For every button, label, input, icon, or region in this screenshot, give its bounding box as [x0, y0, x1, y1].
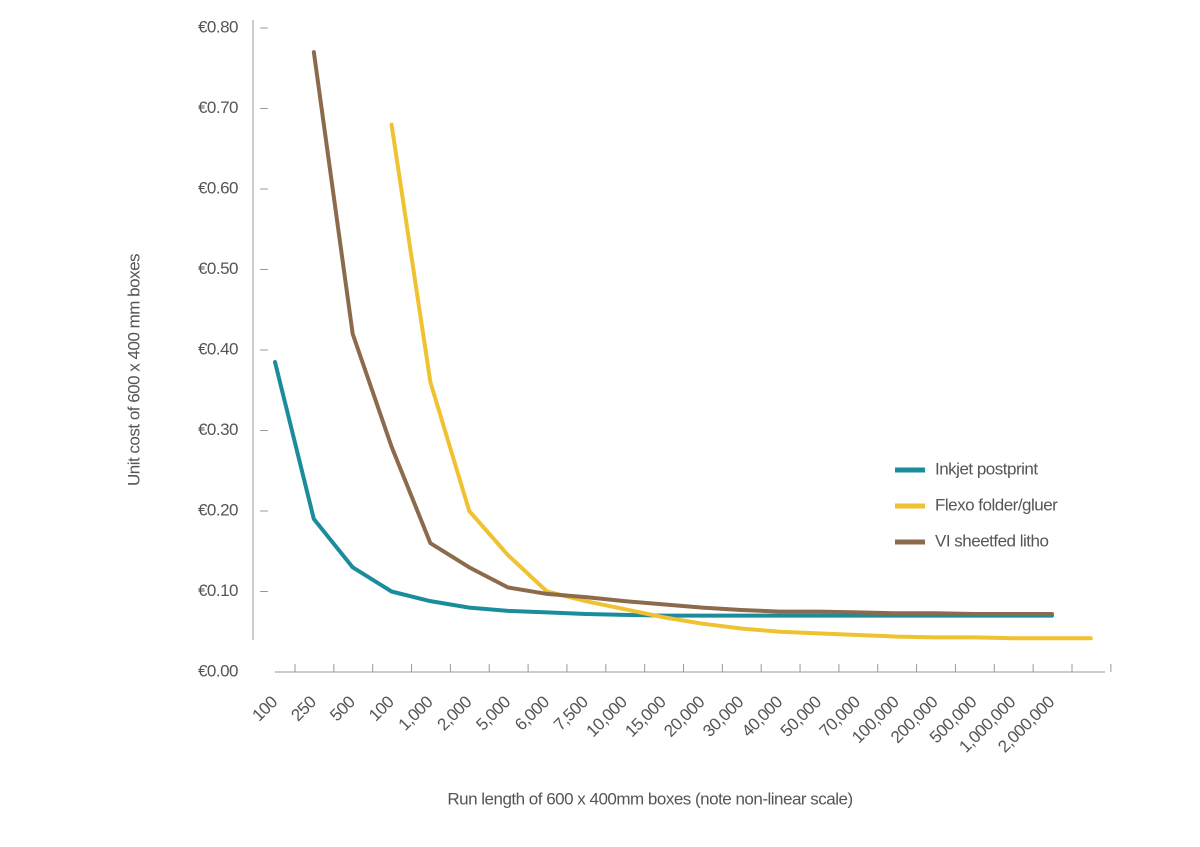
series-line	[311, 50, 1054, 617]
x-tick-label: 100	[249, 693, 281, 725]
series-line	[273, 360, 1054, 618]
legend-label: Inkjet postprint	[935, 459, 1038, 478]
y-axis-label: Unit cost of 600 x 400 mm boxes	[124, 254, 143, 486]
y-tick-label: €0.00	[198, 661, 238, 680]
x-tick-label: 6,000	[511, 693, 553, 735]
legend-label: Flexo folder/gluer	[935, 495, 1058, 514]
y-tick-label: €0.30	[198, 420, 238, 439]
series-line	[389, 122, 1093, 641]
x-tick-label: 50,000	[777, 693, 825, 741]
x-tick-label: 500	[326, 693, 358, 725]
x-tick-label: 100	[365, 693, 397, 725]
y-tick-label: €0.40	[198, 339, 238, 358]
y-tick-label: €0.20	[198, 500, 238, 519]
x-tick-label: 30,000	[699, 693, 747, 741]
y-tick-label: €0.60	[198, 178, 238, 197]
y-tick-label: €0.50	[198, 259, 238, 278]
x-tick-label: 40,000	[738, 693, 786, 741]
x-axis-label: Run length of 600 x 400mm boxes (note no…	[447, 789, 852, 808]
x-tick-label: 10,000	[583, 693, 631, 741]
x-tick-label: 15,000	[621, 693, 669, 741]
x-tick-label: 20,000	[660, 693, 708, 741]
y-tick-label: €0.80	[198, 17, 238, 36]
legend-label: VI sheetfed litho	[935, 531, 1048, 550]
x-tick-label: 2,000	[433, 693, 475, 735]
y-tick-label: €0.10	[198, 581, 238, 600]
x-tick-label: 250	[287, 693, 319, 725]
y-tick-label: €0.70	[198, 98, 238, 117]
x-tick-label: 5,000	[472, 693, 514, 735]
x-tick-label: 1,000	[395, 693, 437, 735]
